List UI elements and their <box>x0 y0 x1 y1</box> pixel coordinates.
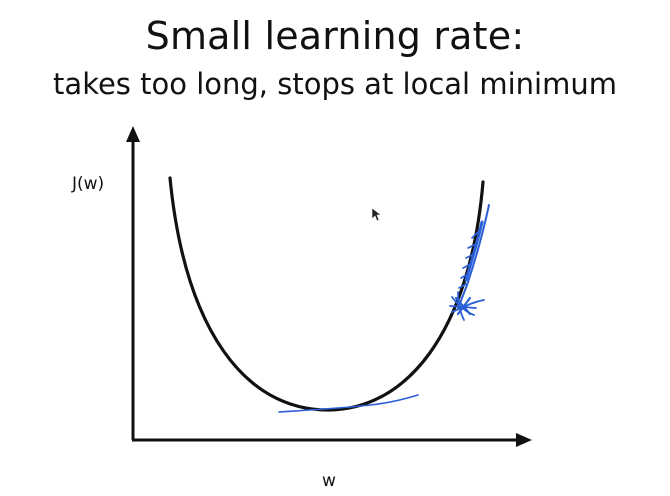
x-axis-label: w <box>322 471 336 491</box>
x-axis-arrowhead <box>516 433 532 447</box>
cost-curve <box>168 176 485 412</box>
slide-subtitle: takes too long, stops at local minimum <box>53 67 617 101</box>
y-axis-label: J(w) <box>72 174 105 194</box>
minimum-annotation <box>278 394 419 413</box>
gradient-steps-annotation <box>449 204 490 321</box>
mouse-cursor-icon <box>371 207 382 222</box>
y-axis-arrowhead <box>126 126 140 142</box>
slide-title: Small learning rate: <box>145 14 525 58</box>
